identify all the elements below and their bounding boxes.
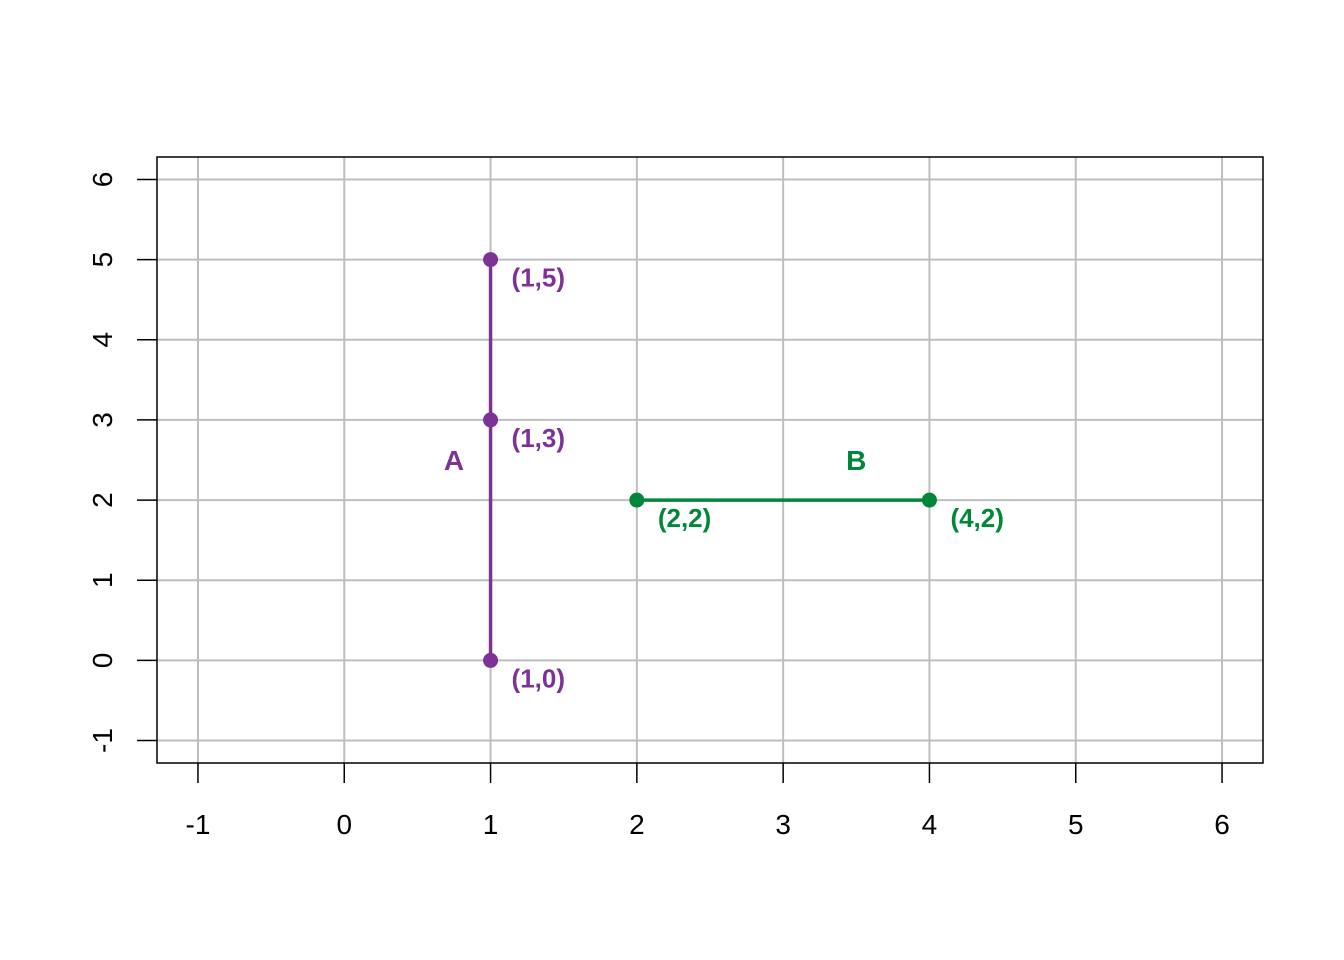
x-tick-label: 4 <box>922 809 938 840</box>
series-B-point <box>629 492 645 508</box>
y-tick-label: 4 <box>87 332 118 348</box>
point-label: (1,5) <box>512 263 565 293</box>
series-label-A: A <box>444 445 464 476</box>
y-tick-label: 1 <box>87 572 118 588</box>
y-tick-label: 6 <box>87 172 118 188</box>
series-A-point <box>483 652 499 668</box>
series-label-B: B <box>846 445 866 476</box>
y-tick-label: 3 <box>87 412 118 428</box>
y-tick-label: -1 <box>87 728 118 753</box>
labels: (1,5) (1,3) (1,0) A (2,2) (4,2) B <box>444 263 1004 694</box>
series-B-point <box>921 492 937 508</box>
x-tick-label: 6 <box>1214 809 1230 840</box>
y-tick-label: 5 <box>87 252 118 268</box>
point-label: (1,0) <box>512 663 565 693</box>
series-A-point <box>483 412 499 428</box>
y-tick-label: 0 <box>87 653 118 669</box>
grid <box>157 157 1263 763</box>
x-tick-label: 3 <box>775 809 791 840</box>
plot-frame <box>156 156 1264 764</box>
point-label: (1,3) <box>512 423 565 453</box>
x-tick-label: -1 <box>186 809 211 840</box>
series-A-point <box>483 252 499 268</box>
x-tick-label: 2 <box>629 809 645 840</box>
x-tick-label: 5 <box>1068 809 1084 840</box>
y-tick-label: 2 <box>87 492 118 508</box>
axes: -1 0 1 2 3 4 5 6 -1 0 1 2 3 4 5 6 <box>87 172 1230 840</box>
point-label: (2,2) <box>658 503 711 533</box>
x-tick-label: 0 <box>336 809 352 840</box>
series-layer <box>483 252 937 668</box>
point-label: (4,2) <box>950 503 1003 533</box>
x-tick-label: 1 <box>483 809 499 840</box>
